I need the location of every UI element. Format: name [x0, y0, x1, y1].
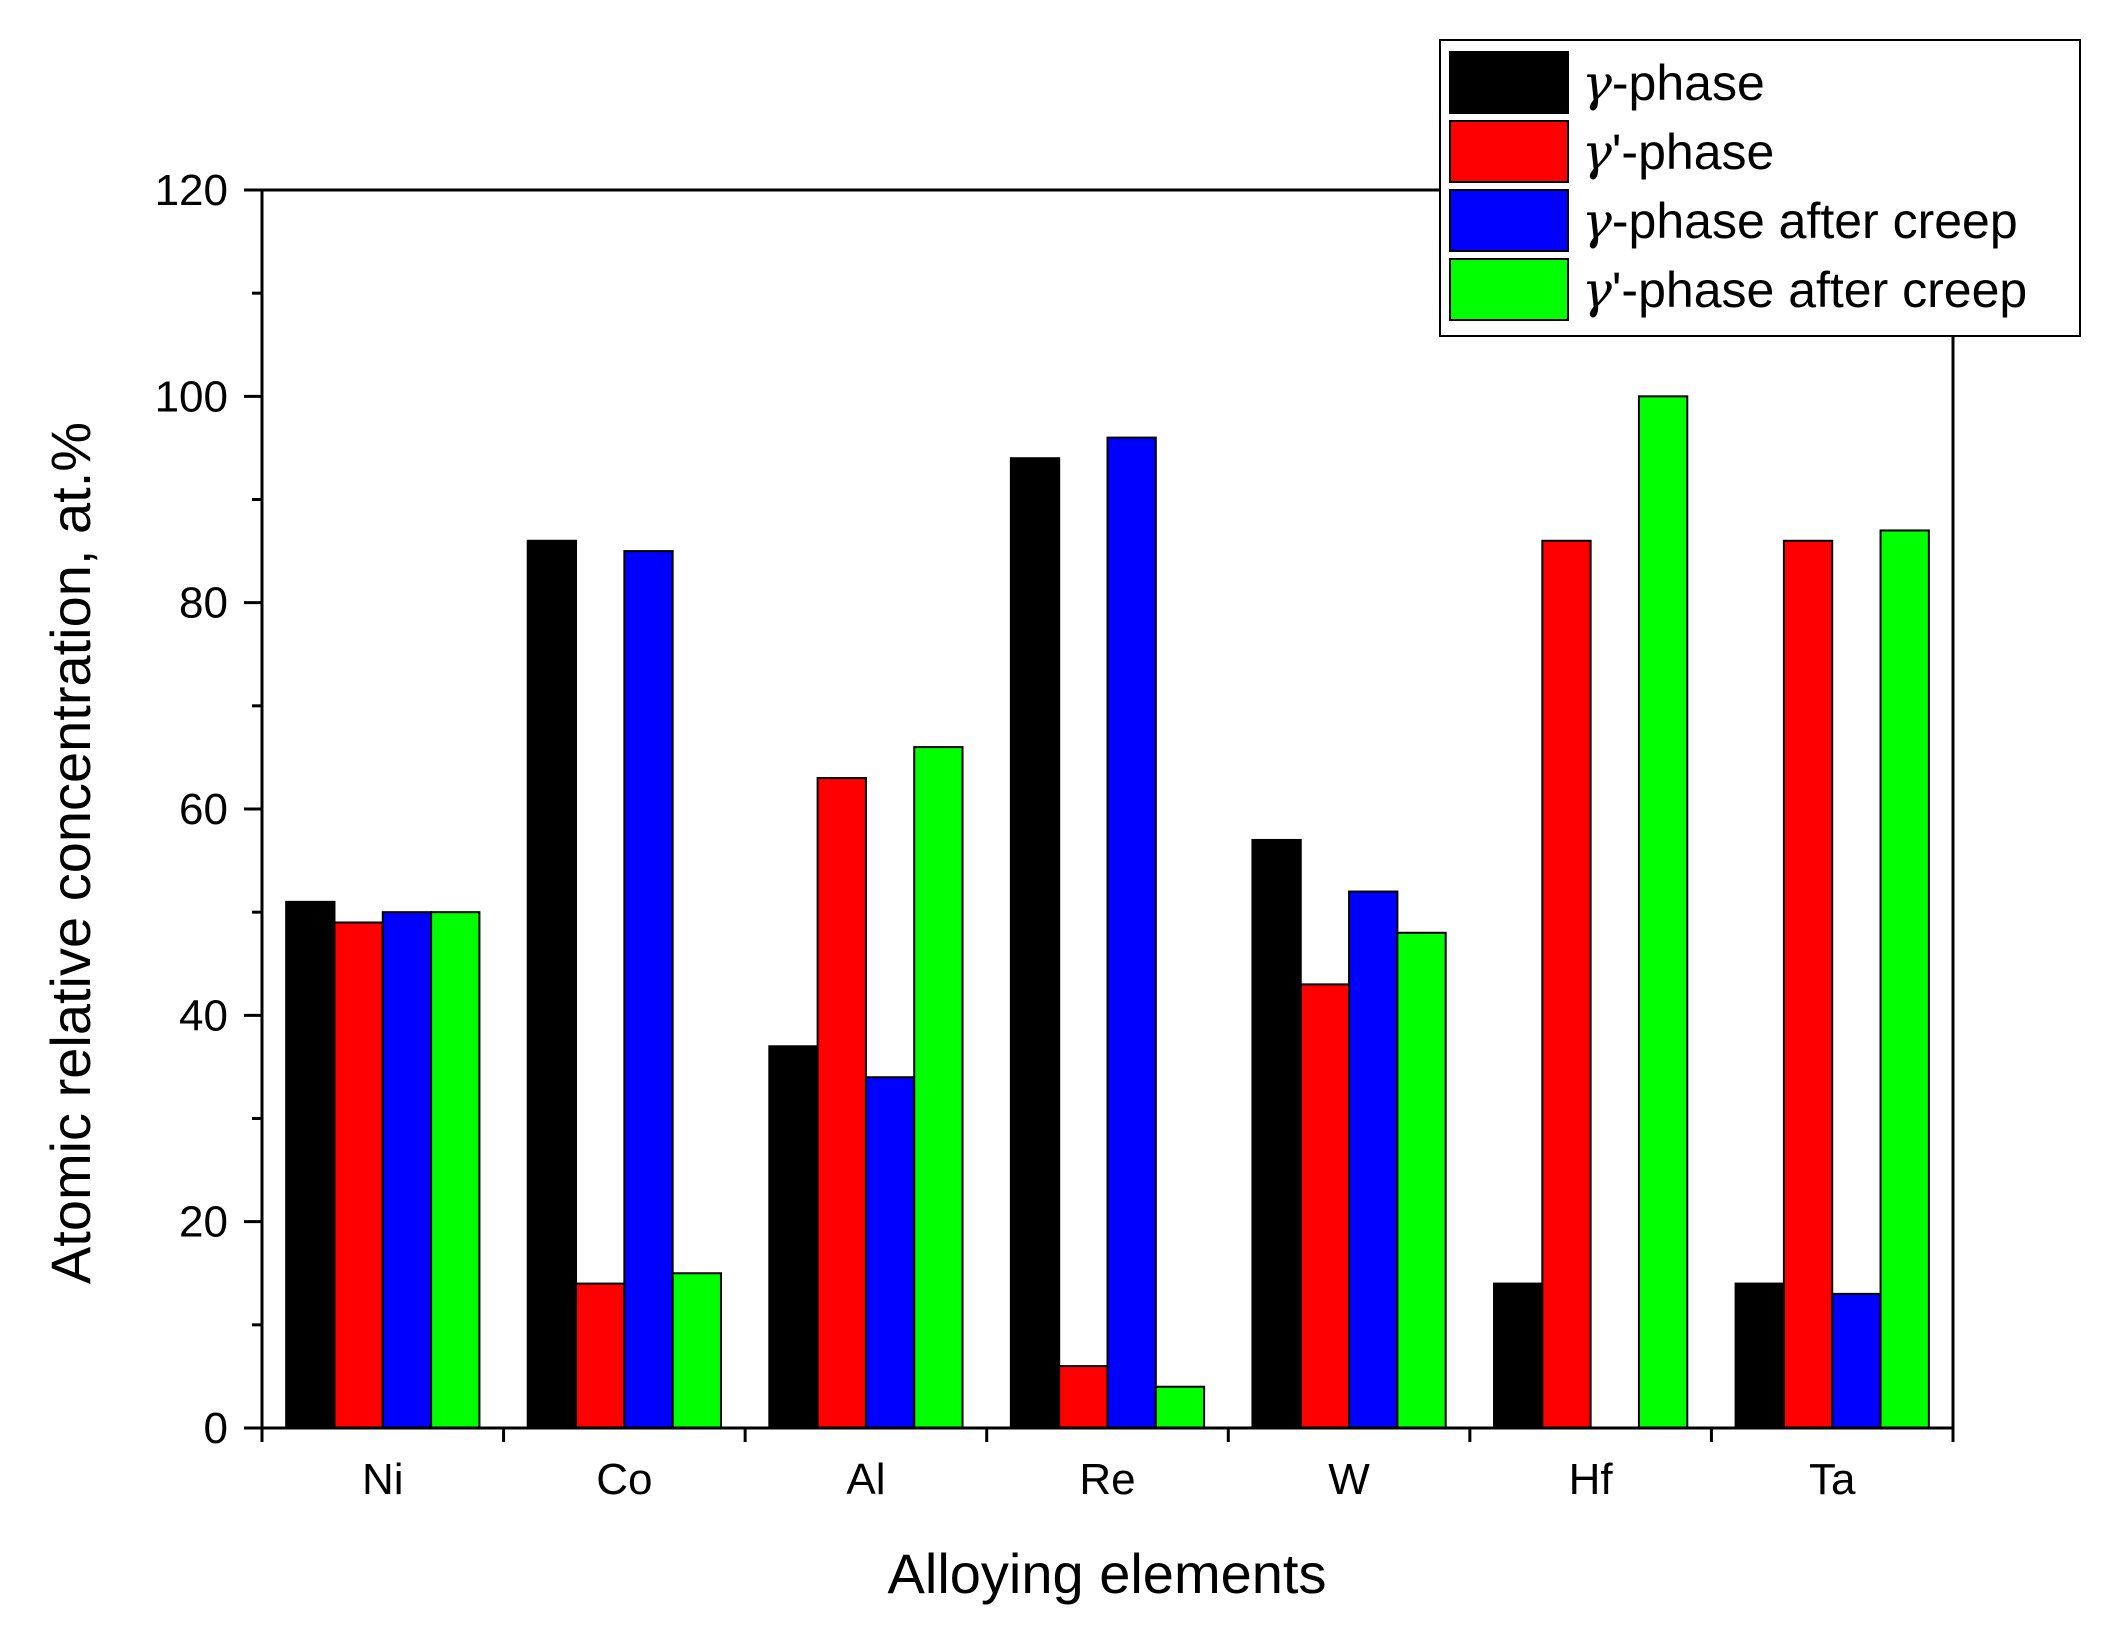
bar-w-series-3: [1348, 890, 1399, 1429]
bar-co-series-4: [671, 1272, 722, 1429]
bar-re-series-4: [1154, 1385, 1206, 1429]
x-tick-labels: Ni Co Al Re W Hf Ta: [362, 1455, 1856, 1504]
bar-co-series-2: [575, 1282, 626, 1429]
bar-co-series-1: [526, 539, 578, 1429]
x-tick-label-al: Al: [846, 1455, 885, 1504]
bar-re-series-3: [1106, 436, 1157, 1430]
bar-co-series-3: [623, 550, 674, 1429]
y-tick-label: 60: [179, 785, 228, 834]
bar-ta-series-4: [1879, 529, 1930, 1429]
bar-re-series-2: [1058, 1365, 1109, 1429]
legend-label-series-3: γ-phase after creep: [1582, 192, 2018, 250]
legend-label-series-2: γ'-phase: [1582, 123, 1774, 181]
bar-ni-series-4: [430, 911, 481, 1429]
bar-ta-series-1: [1734, 1282, 1785, 1429]
bars-group: [285, 395, 1930, 1430]
x-axis-title: Alloying elements: [888, 1542, 1327, 1605]
axes-group: [244, 188, 1955, 1442]
y-tick-label: 0: [204, 1404, 228, 1453]
bar-w-series-4: [1396, 931, 1447, 1429]
x-tick-label-re: Re: [1079, 1455, 1135, 1504]
bar-w-series-1: [1251, 838, 1302, 1429]
legend-label-series-1: γ-phase: [1582, 54, 1765, 112]
bar-al-series-3: [864, 1076, 916, 1429]
y-tick-labels: 0 20 40 60 80 100 120: [155, 166, 228, 1453]
y-tick-label: 20: [179, 1198, 228, 1247]
y-tick-label: 40: [179, 991, 228, 1040]
y-axis-title: Atomic relative concentration, at.%: [39, 422, 102, 1284]
y-tick-label: 80: [179, 579, 228, 628]
x-tick-label-ta: Ta: [1809, 1455, 1856, 1504]
bar-re-series-1: [1009, 457, 1061, 1430]
bar-al-series-1: [768, 1045, 819, 1430]
bar-ta-series-3: [1831, 1292, 1882, 1429]
x-tick-label-hf: Hf: [1569, 1455, 1614, 1504]
bar-ni-series-2: [333, 921, 384, 1429]
bar-hf-series-2: [1541, 539, 1592, 1429]
x-tick-label-w: W: [1328, 1455, 1370, 1504]
legend-swatch-series-2: [1449, 120, 1569, 183]
legend: γ-phase γ'-phase γ-phase after creep γ'-pha…: [1439, 39, 2081, 337]
y-tick-label: 100: [155, 372, 228, 421]
bar-ta-series-2: [1782, 539, 1834, 1429]
bar-hf-series-1: [1493, 1282, 1544, 1429]
x-tick-label-co: Co: [596, 1455, 652, 1504]
x-tick-label-ni: Ni: [362, 1455, 404, 1504]
legend-swatch-series-1: [1449, 51, 1569, 114]
legend-swatch-series-3: [1449, 189, 1569, 252]
y-tick-label: 120: [155, 166, 228, 215]
legend-swatch-series-4: [1449, 258, 1569, 321]
bar-w-series-2: [1299, 983, 1351, 1429]
bar-ni-series-3: [381, 911, 433, 1429]
bar-hf-series-4: [1637, 395, 1689, 1430]
legend-label-series-4: γ'-phase after creep: [1582, 261, 2027, 319]
bar-al-series-4: [913, 746, 964, 1429]
bar-ni-series-1: [285, 900, 336, 1429]
bar-al-series-2: [816, 777, 867, 1429]
